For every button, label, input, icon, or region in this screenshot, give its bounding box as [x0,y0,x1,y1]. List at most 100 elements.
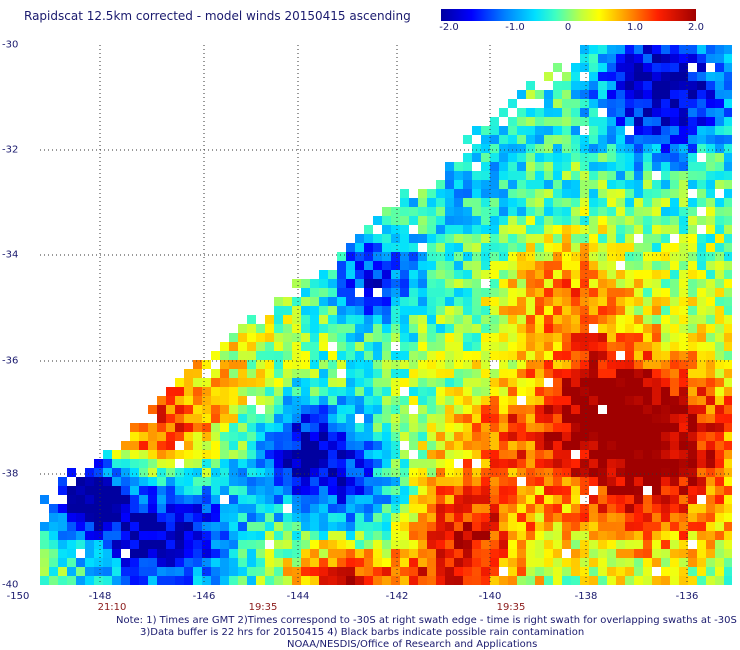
wind-cell [121,468,130,477]
wind-cell [274,459,283,468]
wind-cell [490,387,499,396]
wind-cell [256,351,265,360]
wind-cell [508,162,517,171]
wind-cell [202,378,211,387]
wind-cell [292,315,301,324]
wind-cell [517,414,526,423]
wind-cell [517,198,526,207]
wind-cell [364,441,373,450]
wind-cell [670,567,679,576]
wind-cell [283,423,292,432]
wind-cell [571,144,580,153]
wind-cell [409,378,418,387]
wind-cell [490,441,499,450]
wind-cell [319,576,328,585]
wind-cell [607,423,616,432]
wind-cell [265,558,274,567]
wind-cell [634,522,643,531]
wind-cell [310,414,319,423]
wind-cell [607,252,616,261]
wind-cell [643,171,652,180]
wind-cell [220,522,229,531]
wind-cell [499,486,508,495]
wind-cell [661,378,670,387]
wind-cell [481,189,490,198]
wind-cell [616,90,625,99]
wind-cell [490,279,499,288]
wind-cell [724,540,732,549]
wind-cell [166,549,175,558]
wind-cell [571,441,580,450]
wind-cell [508,315,517,324]
wind-cell [517,378,526,387]
wind-cell [634,558,643,567]
wind-cell [400,540,409,549]
wind-cell [409,522,418,531]
wind-cell [400,396,409,405]
wind-cell [301,342,310,351]
wind-cell [508,261,517,270]
wind-cell [400,297,409,306]
wind-cell [670,369,679,378]
wind-cell [544,144,553,153]
wind-cell [679,270,688,279]
wind-cell [256,450,265,459]
wind-cell [319,531,328,540]
wind-cell [256,423,265,432]
wind-cell [265,531,274,540]
wind-cell [328,414,337,423]
wind-cell [229,468,238,477]
wind-cell [391,567,400,576]
wind-cell [616,567,625,576]
wind-cell [679,126,688,135]
wind-cell [526,396,535,405]
wind-cell [535,549,544,558]
wind-cell [436,324,445,333]
wind-cell [715,486,724,495]
wind-cell [661,216,670,225]
wind-cell [526,342,535,351]
wind-cell [661,423,670,432]
wind-cell [337,477,346,486]
wind-cell [454,495,463,504]
wind-cell [373,423,382,432]
wind-cell [103,468,112,477]
wind-cell [598,378,607,387]
wind-cell [175,531,184,540]
wind-cell [463,531,472,540]
wind-cell [238,540,247,549]
wind-cell [184,369,193,378]
wind-cell [643,261,652,270]
wind-cell [373,279,382,288]
wind-cell [688,270,697,279]
wind-cell [598,441,607,450]
wind-cell [454,252,463,261]
wind-cell [562,414,571,423]
wind-cell [544,459,553,468]
wind-cell [508,306,517,315]
wind-cell [634,342,643,351]
wind-cell [562,153,571,162]
wind-cell [454,243,463,252]
wind-cell [634,549,643,558]
wind-cell [580,378,589,387]
wind-cell [607,180,616,189]
wind-cell [589,297,598,306]
wind-cell [481,531,490,540]
wind-cell [535,135,544,144]
wind-cell [148,549,157,558]
wind-cell [706,261,715,270]
wind-cell [544,234,553,243]
wind-cell [211,423,220,432]
wind-cell [247,558,256,567]
wind-cell [481,288,490,297]
wind-cell [571,189,580,198]
wind-cell [166,396,175,405]
wind-cell [472,396,481,405]
wind-cell [184,423,193,432]
wind-cell [625,351,634,360]
wind-cell [391,270,400,279]
wind-cell [625,234,634,243]
wind-cell [427,450,436,459]
wind-cell [670,297,679,306]
